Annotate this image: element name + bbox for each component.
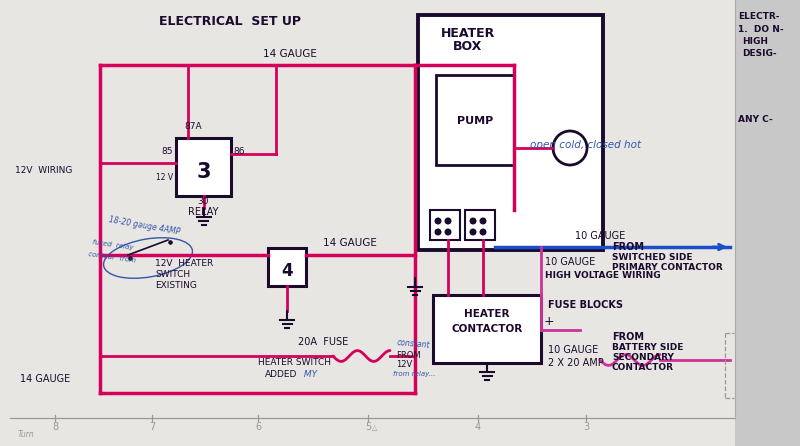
Text: CONTACTOR: CONTACTOR [612,363,674,372]
Text: PUMP: PUMP [457,116,493,126]
Bar [418,15,603,250]
Text: DESIG-: DESIG- [742,49,777,58]
Bar [735,0,800,446]
Text: 1.  DO N-: 1. DO N- [738,25,784,34]
Text: FUSE BLOCKS: FUSE BLOCKS [548,300,623,310]
Text: 2 X 20 AMP: 2 X 20 AMP [548,358,604,368]
Text: HIGH VOLTAGE WIRING: HIGH VOLTAGE WIRING [545,271,661,280]
Text: constant: constant [396,338,430,350]
Text: from relay...: from relay... [393,371,435,377]
Text: PRIMARY CONTACTOR: PRIMARY CONTACTOR [612,263,722,272]
Text: SECONDARY: SECONDARY [612,353,674,362]
Text: HEATER SWITCH: HEATER SWITCH [258,358,331,367]
Text: 86: 86 [233,147,245,156]
Text: 3: 3 [583,422,589,432]
Text: △: △ [372,425,378,431]
Circle shape [434,228,442,235]
Text: +: + [544,315,554,328]
Text: 7: 7 [149,422,155,432]
Text: HEATER: HEATER [441,27,495,40]
Text: 8: 8 [52,422,58,432]
Circle shape [445,218,451,224]
Text: 5: 5 [365,422,371,432]
Text: EXISTING: EXISTING [155,281,197,290]
Text: 6: 6 [255,422,261,432]
Bar [176,138,231,196]
Bar [268,248,306,286]
Text: 14 GAUGE: 14 GAUGE [263,49,317,59]
Circle shape [479,228,486,235]
Text: 12 V: 12 V [156,173,173,182]
Text: 3: 3 [196,162,210,182]
Bar [433,295,541,363]
Text: SWITCHED SIDE: SWITCHED SIDE [612,253,693,262]
Bar [430,210,460,240]
Text: 10 GAUGE: 10 GAUGE [545,257,595,267]
Text: BATTERY SIDE: BATTERY SIDE [612,343,683,352]
Text: HEATER: HEATER [464,309,510,319]
Text: 10 GAUGE: 10 GAUGE [575,231,626,241]
Text: fused  relay: fused relay [92,240,134,251]
Text: ANY C-: ANY C- [738,115,773,124]
Text: CONTACTOR: CONTACTOR [451,324,522,334]
Text: 14 GAUGE: 14 GAUGE [20,374,70,384]
Text: FROM: FROM [396,351,421,360]
Text: FROM: FROM [612,242,644,252]
Text: ELECTRICAL  SET UP: ELECTRICAL SET UP [159,15,301,28]
Circle shape [434,218,442,224]
Text: 30: 30 [198,197,210,206]
Circle shape [479,218,486,224]
Text: 12V  WIRING: 12V WIRING [15,166,72,175]
Circle shape [445,228,451,235]
Text: 14 GAUGE: 14 GAUGE [323,238,377,248]
Text: BOX: BOX [454,40,482,53]
Text: 20A  FUSE: 20A FUSE [298,337,348,347]
Text: 12V: 12V [396,360,412,369]
Text: MY: MY [301,370,317,379]
Text: ADDED: ADDED [265,370,298,379]
Text: RELAY: RELAY [188,207,218,217]
Text: Turn: Turn [18,430,34,439]
Text: 10 GAUGE: 10 GAUGE [548,345,598,355]
Text: 18-20 gauge 4AMP: 18-20 gauge 4AMP [108,215,181,237]
Text: HIGH: HIGH [742,37,768,46]
Bar [465,210,495,240]
Text: 12V  HEATER: 12V HEATER [155,259,214,268]
Text: 4: 4 [281,262,293,280]
Text: 4: 4 [475,422,481,432]
Circle shape [553,131,587,165]
Text: open cold, closed hot: open cold, closed hot [530,140,641,150]
Bar [436,75,514,165]
Text: 87A: 87A [184,122,202,131]
Text: FROM: FROM [612,332,644,342]
Text: 85: 85 [162,147,173,156]
Text: contour  from: contour from [88,252,136,264]
Circle shape [470,228,477,235]
Text: ELECTR-: ELECTR- [738,12,779,21]
Text: SWITCH: SWITCH [155,270,190,279]
Circle shape [470,218,477,224]
